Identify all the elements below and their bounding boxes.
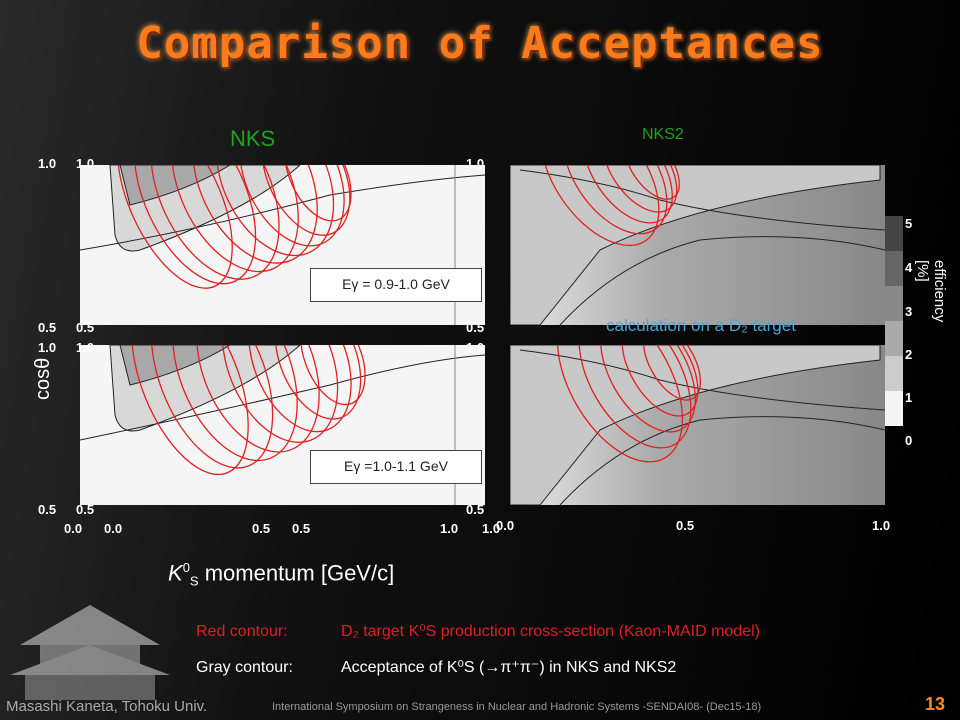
tick: 0.5 [466,320,484,335]
nks-top-panel [80,165,485,325]
tick: 0.5 [76,320,94,335]
tick: 1.0 [482,521,500,536]
castle-logo [10,605,170,700]
tick: 1.0 [76,340,94,355]
x-axis-sub: S [189,573,199,589]
x-axis-k: K [168,560,183,586]
colorbar [885,216,903,426]
nks-label: NKS [230,126,276,151]
cbar-tick: 2 [905,347,912,362]
legend-red-label: Red contour: [196,623,288,640]
tick: 0.0 [64,521,82,536]
y-axis-label: cosθ [32,357,54,400]
nks2-top-panel [510,165,885,325]
red-contours-b [131,345,366,476]
tick: 0.5 [676,518,694,533]
cbar-tick: 0 [905,433,912,448]
nks2-bottom-panel [510,345,885,505]
legend-gray: Gray contour: Acceptance of K⁰S (→π⁺π⁻) i… [196,657,676,677]
tick: 1.0 [872,518,890,533]
tick: 0.5 [466,502,484,517]
tick: 1.0 [466,156,484,171]
red-contours-c [540,165,680,247]
cbar-tick: 3 [905,304,912,319]
legend-gray-label: Gray contour: [196,659,293,676]
tick: 0.0 [496,518,514,533]
tick: 0.5 [292,521,310,536]
red-contours-a [117,165,352,289]
page-number: 13 [925,694,946,714]
cbar-tick: 4 [905,260,913,275]
footer-conference: International Symposium on Strangeness i… [272,701,762,713]
cbar-tick: 1 [905,390,912,405]
tick: 0.5 [38,320,56,335]
tick: 1.0 [76,156,94,171]
red-contours-d [556,345,702,463]
x-axis-sup: 0 [182,560,190,575]
tick: 0.5 [38,502,56,517]
tick: 0.5 [252,521,270,536]
slide-title: Comparison of Acceptances [136,18,824,69]
cbar-tick: 5 [905,216,912,231]
tick: 0.5 [76,502,94,517]
tick: 0.0 [104,521,122,536]
energy-box-2: Eγ =1.0-1.1 GeV [310,450,482,484]
tick: 1.0 [38,340,56,355]
x-axis-rest: momentum [GeV/c] [198,560,395,586]
x-axis-label: K0S momentum [GeV/c] [168,560,394,589]
energy-box-1: Eγ = 0.9-1.0 GeV [310,268,482,302]
colorbar-label: efficiency [%] [914,260,948,323]
tick: 1.0 [466,340,484,355]
overlay-note: calculation on a D₂ target [606,316,796,335]
legend-red: Red contour: D₂ target K⁰S production cro… [196,621,760,641]
tick: 1.0 [440,521,458,536]
legend-red-text: D₂ target K⁰S production cross-section (… [341,623,761,640]
nks2-label: NKS2 [642,126,684,143]
footer-author: Masashi Kaneta, Tohoku Univ. [6,698,208,715]
tick: 1.0 [38,156,56,171]
legend-gray-text: Acceptance of K⁰S (→π⁺π⁻) in NKS and NKS… [341,659,677,676]
